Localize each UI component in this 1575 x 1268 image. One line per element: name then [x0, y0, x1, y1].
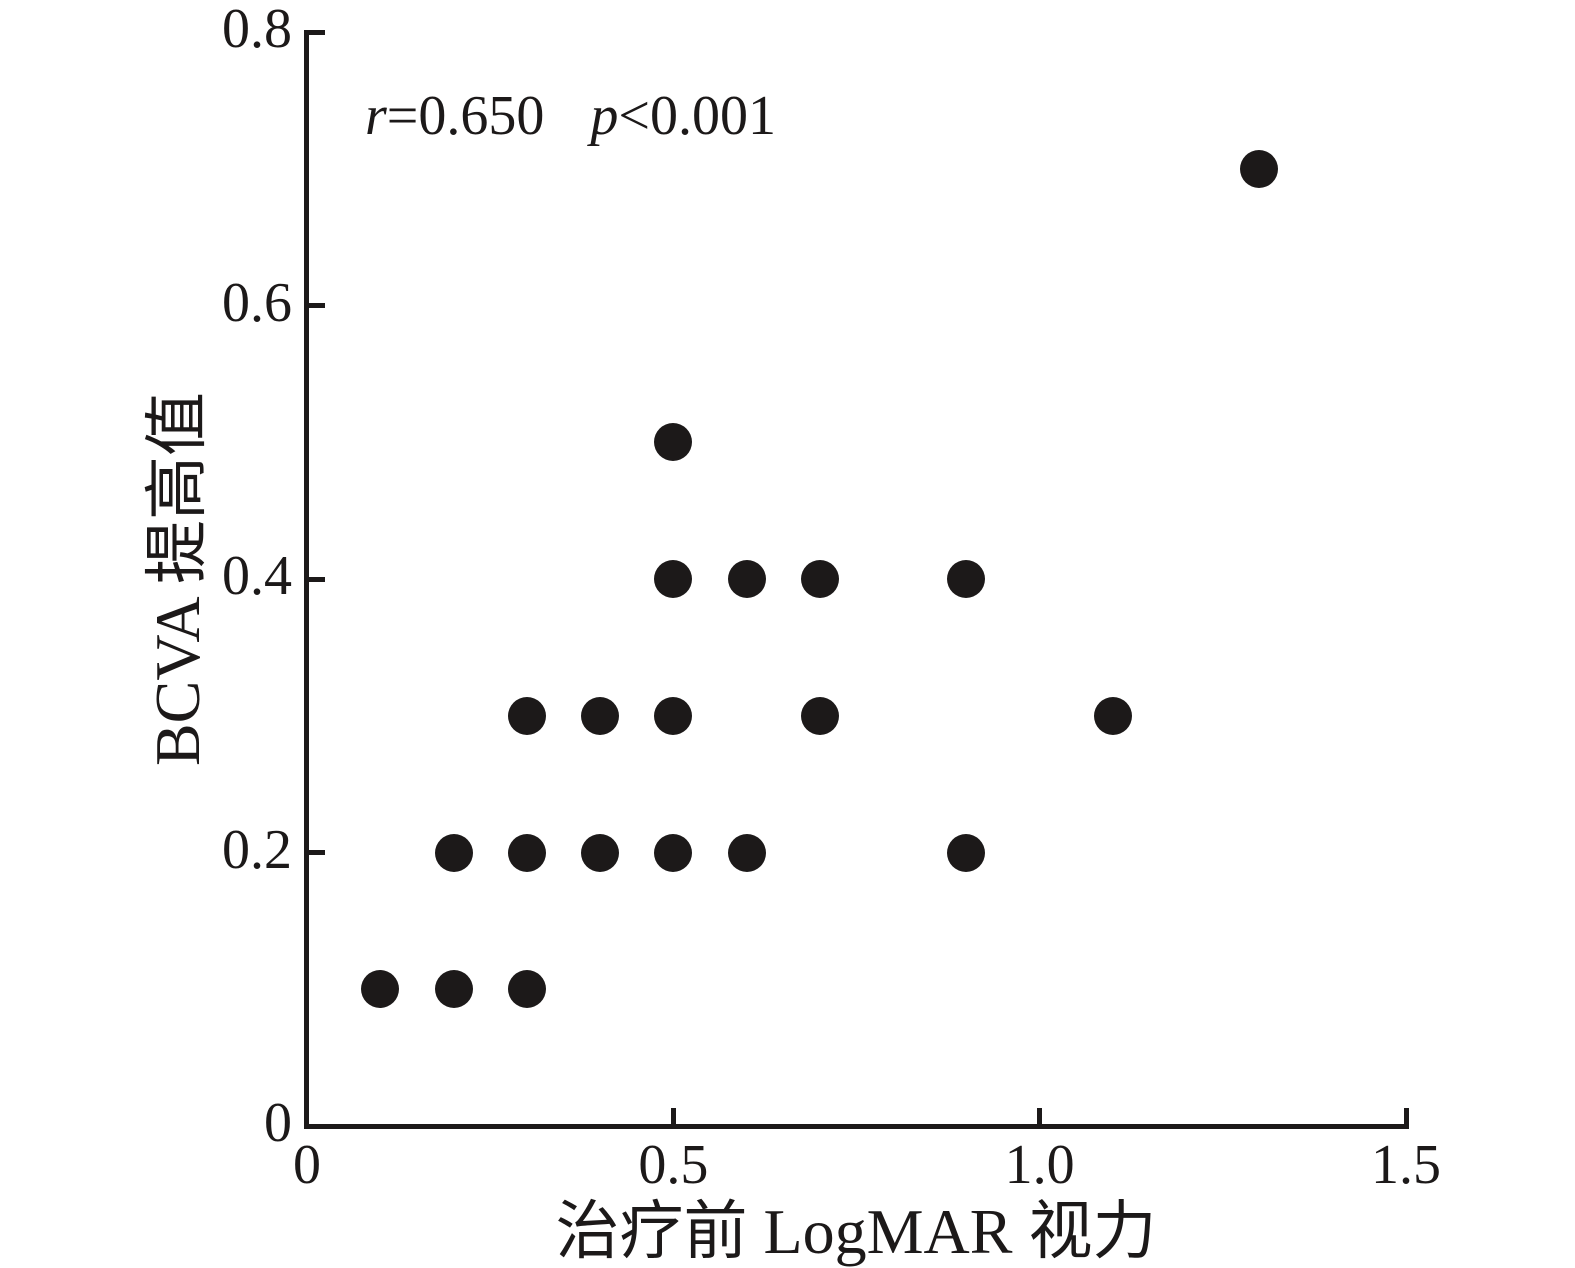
- data-point: [434, 833, 473, 872]
- data-point: [947, 833, 986, 872]
- y-tick-label: 0.4: [222, 545, 292, 607]
- x-tick-label: 1.5: [1371, 1134, 1441, 1196]
- p-value: <0.001: [618, 85, 776, 147]
- y-tick-label: 0.8: [222, 0, 292, 60]
- y-axis-line: [304, 30, 309, 1129]
- p-stat: p<0.001: [590, 85, 776, 147]
- data-point: [654, 696, 693, 735]
- y-tick: [309, 576, 325, 582]
- data-point: [507, 833, 546, 872]
- data-point: [581, 833, 620, 872]
- data-point: [507, 696, 546, 735]
- p-symbol: p: [590, 85, 619, 147]
- y-tick-label: 0: [264, 1092, 292, 1154]
- data-point: [507, 970, 546, 1009]
- data-point: [654, 560, 693, 598]
- data-point: [654, 423, 693, 462]
- x-tick-label: 0: [293, 1134, 321, 1196]
- y-tick: [309, 303, 325, 308]
- data-point: [800, 696, 839, 735]
- r-symbol: r: [365, 85, 387, 147]
- data-point: [1093, 696, 1132, 735]
- x-axis-title: 治疗前 LogMAR 视力: [555, 1196, 1157, 1267]
- correlation-annotation: r=0.650 p<0.001: [365, 80, 776, 152]
- y-tick: [309, 29, 325, 35]
- y-tick-label: 0.6: [222, 271, 292, 334]
- y-tick: [309, 850, 325, 855]
- data-point: [581, 696, 620, 735]
- x-tick: [1037, 1108, 1043, 1124]
- x-axis-line: [304, 1124, 1409, 1129]
- x-tick-label: 0.5: [638, 1134, 709, 1196]
- data-point: [947, 560, 986, 598]
- data-point: [800, 560, 839, 598]
- r-value: =0.650: [386, 85, 545, 147]
- y-tick-label: 0.2: [222, 818, 292, 881]
- data-point: [654, 833, 693, 872]
- x-tick: [1403, 1108, 1409, 1124]
- r-stat: r=0.650: [365, 85, 544, 147]
- data-point: [1240, 149, 1279, 188]
- data-point: [434, 970, 473, 1009]
- data-point: [727, 833, 766, 872]
- data-point: [361, 970, 400, 1009]
- x-tick: [670, 1108, 676, 1124]
- data-point: [727, 560, 766, 598]
- x-tick-label: 1.0: [1004, 1134, 1075, 1196]
